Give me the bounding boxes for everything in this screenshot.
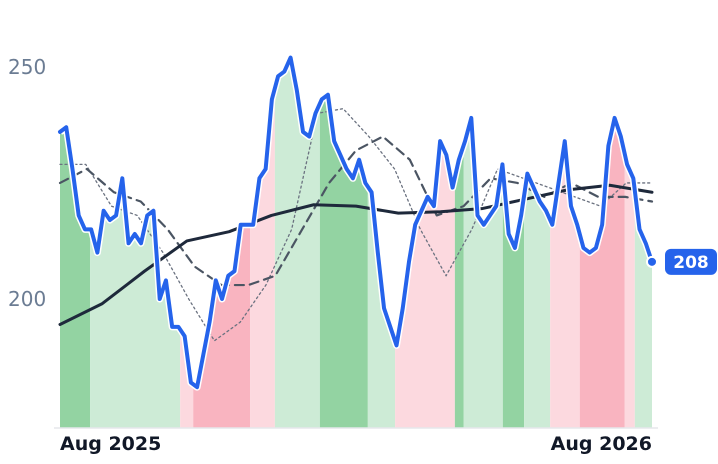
band — [90, 178, 181, 428]
last-label-bg — [665, 248, 717, 275]
last-value-label: 208 — [673, 253, 709, 273]
band — [579, 117, 625, 428]
band — [60, 127, 91, 428]
line — [58, 55, 654, 390]
band — [180, 329, 194, 428]
x-tick-label: Aug 2025 — [60, 433, 161, 455]
y-tick-label: 250 — [8, 55, 46, 79]
x-tick-label: Aug 2026 — [551, 433, 652, 455]
band — [274, 57, 320, 428]
last-point — [646, 255, 658, 268]
y-tick-label: 200 — [8, 287, 46, 311]
band — [250, 88, 275, 428]
band — [524, 173, 551, 428]
band — [624, 154, 635, 428]
band — [454, 145, 464, 428]
band — [193, 224, 251, 428]
